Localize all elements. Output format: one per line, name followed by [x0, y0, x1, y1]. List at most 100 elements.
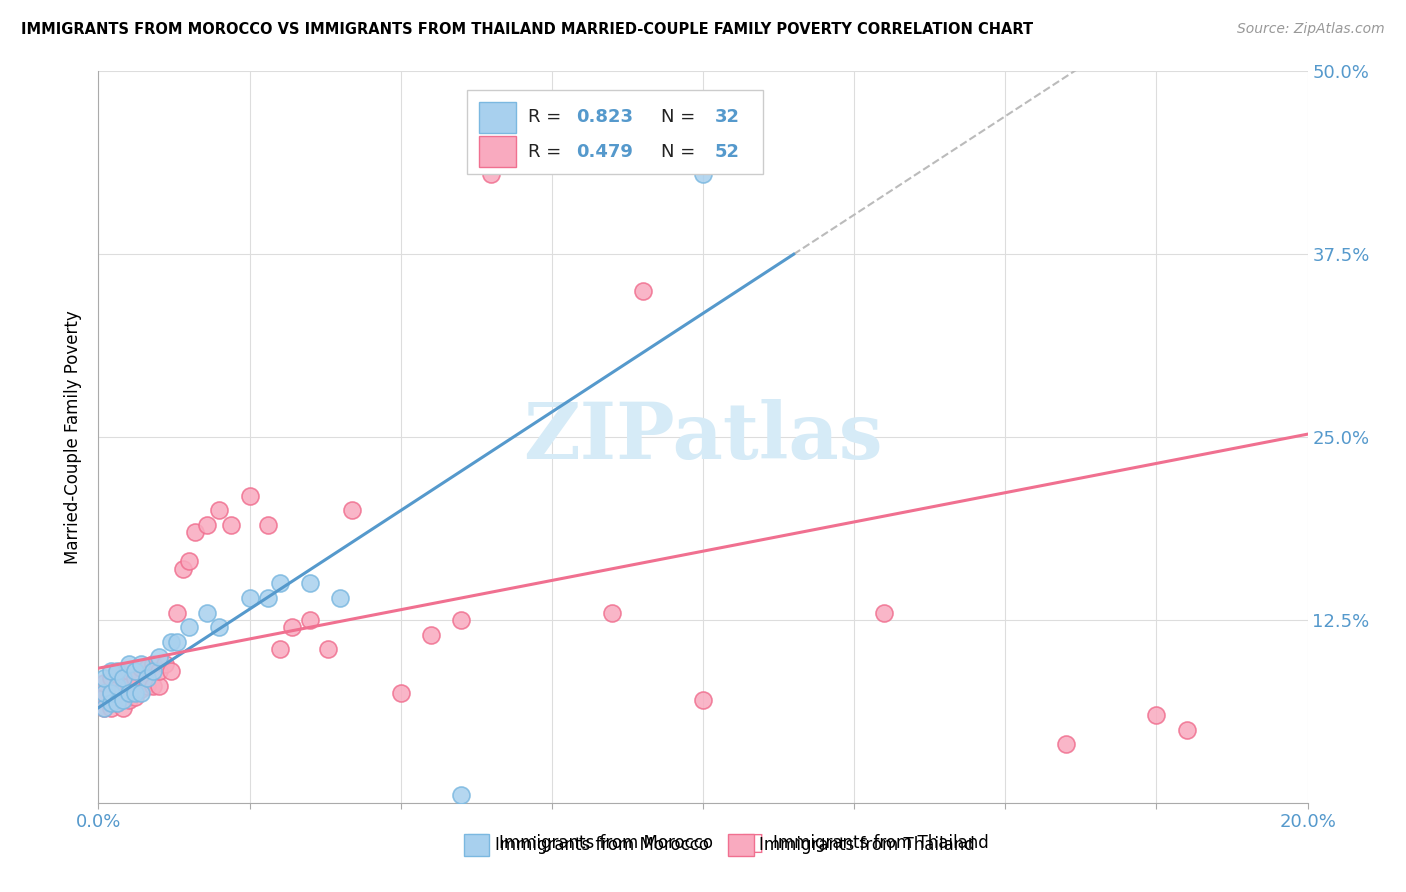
Point [93, 672, 115, 686]
Point [299, 576, 322, 591]
Text: IMMIGRANTS FROM MOROCCO VS IMMIGRANTS FROM THAILAND MARRIED-COUPLE FAMILY POVERT: IMMIGRANTS FROM MOROCCO VS IMMIGRANTS FR… [21, 22, 1033, 37]
Point [100, 696, 122, 710]
Point [100, 686, 122, 700]
Point [118, 657, 141, 671]
Point [105, 679, 128, 693]
Point [602, 606, 624, 620]
Text: 32: 32 [716, 109, 740, 127]
Point [269, 642, 291, 657]
Point [179, 620, 201, 634]
Point [93, 686, 115, 700]
Point [148, 679, 170, 693]
Point [124, 686, 146, 700]
Point [208, 503, 231, 517]
Point [269, 576, 291, 591]
Point [100, 664, 122, 678]
Point [129, 661, 152, 675]
Point [208, 620, 231, 634]
Text: R =: R = [527, 143, 567, 161]
Text: 0.823: 0.823 [576, 109, 633, 127]
Point [118, 693, 141, 707]
Point [124, 672, 146, 686]
Point [389, 686, 412, 700]
Point [105, 696, 128, 710]
Point [111, 681, 134, 696]
Point [256, 591, 278, 605]
FancyBboxPatch shape [467, 90, 763, 174]
Text: N =: N = [661, 143, 700, 161]
Point [299, 613, 322, 627]
Text: 0.479: 0.479 [576, 143, 633, 161]
Point [111, 672, 134, 686]
Text: □: □ [741, 831, 763, 855]
Point [342, 503, 364, 517]
Text: Source: ZipAtlas.com: Source: ZipAtlas.com [1237, 22, 1385, 37]
Text: N =: N = [661, 109, 700, 127]
Point [111, 667, 134, 681]
Point [316, 642, 339, 657]
Point [160, 635, 183, 649]
Text: □: □ [467, 831, 489, 855]
Point [100, 686, 122, 700]
Point [172, 562, 194, 576]
Point [450, 613, 472, 627]
Point [195, 606, 218, 620]
Point [129, 681, 152, 696]
Point [166, 606, 188, 620]
Point [184, 525, 207, 540]
Point [118, 679, 141, 693]
Point [631, 284, 654, 298]
Point [111, 700, 134, 714]
Point [221, 517, 243, 532]
Point [1054, 737, 1077, 751]
Point [118, 664, 141, 678]
Point [179, 554, 201, 568]
Point [1175, 723, 1198, 737]
Point [105, 681, 128, 696]
Point [118, 686, 141, 700]
Point [93, 690, 115, 705]
Point [692, 167, 714, 181]
Point [135, 672, 157, 686]
Text: Immigrants from Thailand: Immigrants from Thailand [759, 836, 974, 855]
Text: Immigrants from Morocco: Immigrants from Morocco [499, 834, 713, 852]
Point [481, 167, 503, 181]
Text: 52: 52 [716, 143, 740, 161]
Text: Immigrants from Thailand: Immigrants from Thailand [773, 834, 988, 852]
Point [100, 672, 122, 686]
Text: R =: R = [527, 109, 567, 127]
Text: ZIPatlas: ZIPatlas [523, 399, 883, 475]
Point [148, 649, 170, 664]
Point [105, 667, 128, 681]
Point [111, 693, 134, 707]
Point [153, 657, 176, 671]
Point [239, 489, 262, 503]
Point [93, 700, 115, 714]
Text: Immigrants from Morocco: Immigrants from Morocco [495, 836, 709, 855]
Point [281, 620, 304, 634]
Point [135, 661, 157, 675]
Point [93, 676, 115, 690]
FancyBboxPatch shape [479, 102, 516, 133]
Point [142, 657, 165, 671]
Point [148, 664, 170, 678]
Point [692, 693, 714, 707]
Point [256, 517, 278, 532]
Point [105, 696, 128, 710]
Y-axis label: Married-Couple Family Poverty: Married-Couple Family Poverty [65, 310, 83, 564]
Point [124, 690, 146, 705]
Point [100, 700, 122, 714]
Point [239, 591, 262, 605]
Point [195, 517, 218, 532]
Point [450, 789, 472, 803]
Point [873, 606, 896, 620]
Point [93, 700, 115, 714]
Point [1144, 708, 1167, 723]
Point [166, 635, 188, 649]
Point [142, 679, 165, 693]
Point [124, 664, 146, 678]
Point [135, 679, 157, 693]
Point [160, 664, 183, 678]
Point [142, 664, 165, 678]
Point [129, 657, 152, 671]
